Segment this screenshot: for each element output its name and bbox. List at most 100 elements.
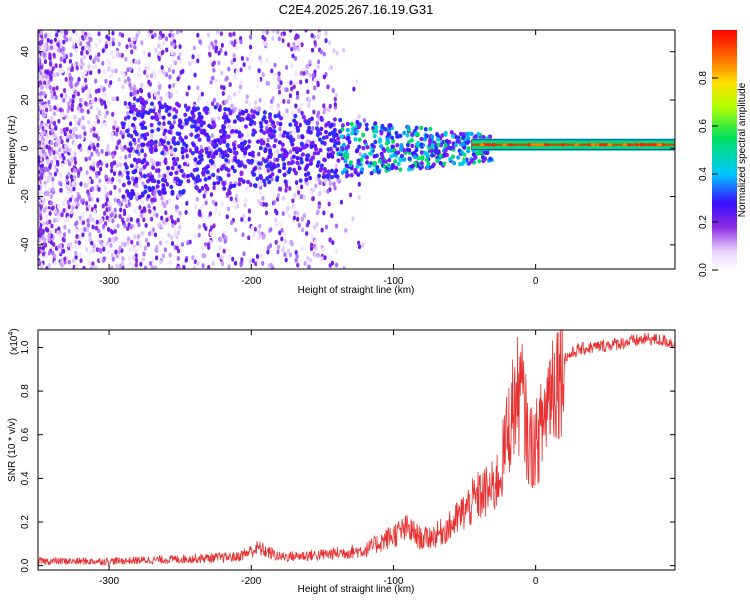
heatmap-cell [87,41,91,47]
heatmap-cell [239,132,244,138]
heatmap-cell [221,154,226,160]
heatmap-cell [51,250,55,256]
heatmap-cell [448,156,453,162]
heatmap-cell [297,46,301,52]
heatmap-cell [47,233,51,238]
heatmap-cell [242,62,246,68]
heatmap-cell [107,248,111,254]
heatmap-cell [39,91,44,96]
heatmap-cell [90,196,94,202]
heatmap-cell [199,157,204,162]
heatmap-cell [62,208,66,213]
heatmap-cell [456,155,461,160]
heatmap-cell [41,109,45,115]
heatmap-cell [357,244,362,250]
heatmap-cell [416,140,421,146]
heatmap-cell [347,139,352,145]
heatmap-cell [98,109,102,115]
heatmap-cell [232,142,237,147]
heatmap-cell [406,125,411,130]
x-tick-label: -300 [99,576,119,587]
heatmap-cell [62,88,67,93]
heatmap-cell [334,223,339,229]
heatmap-cell [196,261,200,267]
heatmap-cell [136,98,141,103]
heatmap-cell [376,170,381,175]
heatmap-cell [52,111,56,117]
heatmap-cell [230,40,234,46]
heatmap-cell [142,206,146,212]
heatmap-cell [233,260,238,266]
heatmap-cell [108,177,112,183]
heatmap-cell [142,174,147,179]
heatmap-cell [210,154,215,160]
heatmap-cell [223,150,228,155]
heatmap-cell [48,32,52,38]
heatmap-cell [126,236,131,242]
heatmap-cell [178,135,183,141]
heatmap-cell [315,210,319,216]
heatmap-cell [189,132,194,137]
heatmap-cell [140,148,145,154]
heatmap-cell [272,143,277,149]
heatmap-cell [263,148,268,154]
heatmap-cell [111,112,115,117]
heatmap-cell [52,41,56,47]
heatmap-cell [288,30,293,33]
heatmap-cell [294,250,298,255]
heatmap-cell [318,190,322,196]
heatmap-cell [315,221,319,227]
heatmap-cell [462,145,467,150]
heatmap-cell [224,157,229,163]
heatmap-cell [316,160,321,165]
heatmap-cell [169,144,173,150]
heatmap-cell [70,167,74,173]
heatmap-cell [237,181,242,187]
heatmap-cell [146,194,151,199]
heatmap-cell [118,245,122,251]
heatmap-cell [161,33,165,39]
heatmap-cell [104,151,109,157]
heatmap-cell [128,82,132,88]
heatmap-cell [115,127,119,133]
colorbar: 0.00.20.40.60.8 Normalized spectral ampl… [698,30,748,277]
heatmap-cell [124,165,129,170]
heatmap-cell [288,93,293,99]
heatmap-cell [321,174,326,180]
heatmap-cell [177,266,182,269]
heatmap-cell [259,138,264,143]
heatmap-cell [43,103,48,109]
heatmap-cell [48,61,53,67]
heatmap-cell [445,152,450,158]
heatmap-cell [93,58,97,63]
heatmap-cell [252,167,257,172]
heatmap-cell [345,127,350,133]
heatmap-cell [272,176,276,182]
heatmap-cell [261,41,266,46]
heatmap-cell [42,130,46,136]
heatmap-cell [94,265,98,269]
heatmap-cell [230,165,235,170]
heatmap-cell [348,192,353,198]
heatmap-cell [82,265,86,269]
heatmap-cell [158,141,162,147]
heatmap-cell [312,109,316,115]
heatmap-cell [207,45,212,51]
heatmap-cell [461,135,466,140]
heatmap-cell [103,122,108,127]
heatmap-cell [157,43,161,49]
heatmap-cell [63,30,68,35]
heatmap-cell [99,85,103,90]
heatmap-cell [296,262,300,268]
heatmap-cell [377,159,382,164]
heatmap-cell [211,75,215,81]
heatmap-cell [262,110,267,115]
heatmap-cell [310,47,315,53]
heatmap-cell [133,234,137,240]
heatmap-cell [349,121,354,127]
heatmap-cell [45,47,49,52]
heatmap-cell [71,134,75,140]
heatmap-cell [157,121,162,126]
heatmap-cell [587,143,593,147]
heatmap-cell [402,157,407,162]
